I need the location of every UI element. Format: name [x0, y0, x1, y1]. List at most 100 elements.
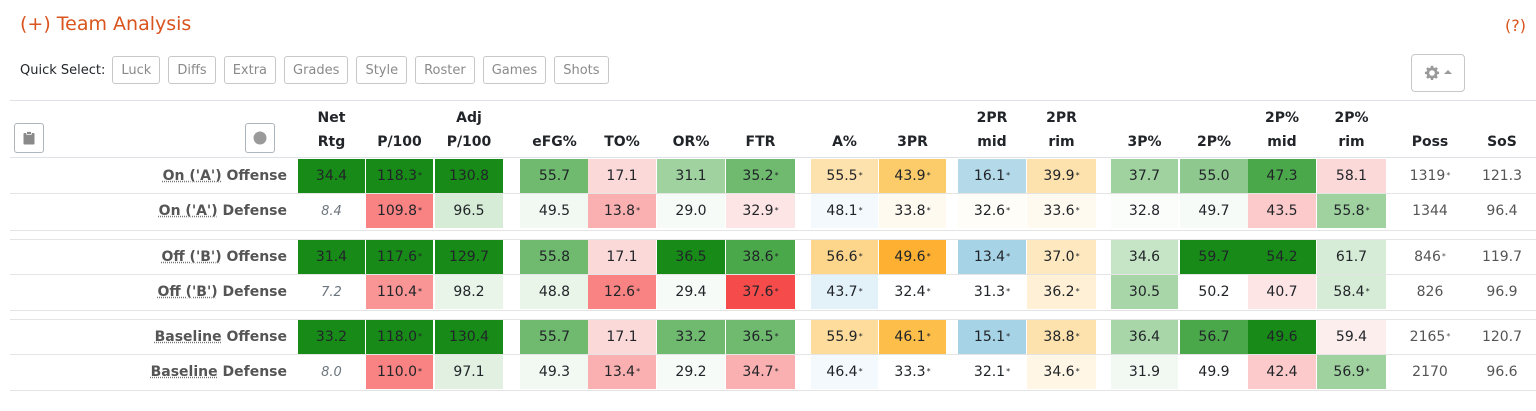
- help-link[interactable]: (?): [1505, 16, 1526, 35]
- significance-marker: *: [1075, 331, 1080, 341]
- column-header-to[interactable]: TO%: [588, 104, 656, 154]
- column-header-a[interactable]: A%: [811, 104, 878, 154]
- table-top-border: [10, 100, 1536, 101]
- significance-marker: *: [418, 170, 423, 180]
- row-label-name[interactable]: Baseline: [150, 364, 218, 380]
- stat-value: 8.4: [321, 203, 342, 219]
- stat-cell-ftr: 34.7 *: [726, 355, 795, 389]
- significance-marker: *: [774, 251, 779, 261]
- column-header-2p[interactable]: 2P%: [1180, 104, 1248, 154]
- stat-cell-ftr: 35.2 *: [726, 159, 795, 193]
- column-header-2p-rim[interactable]: 2P% rim: [1317, 104, 1386, 154]
- page-title[interactable]: (+) Team Analysis: [20, 13, 192, 35]
- stat-cell-efg: 48.8: [520, 275, 589, 309]
- column-header-2p-mid[interactable]: 2P% mid: [1248, 104, 1316, 154]
- quick-select-roster-button[interactable]: Roster: [415, 56, 475, 84]
- row-label-name[interactable]: On ('A'): [162, 168, 222, 184]
- stat-value: 98.2: [453, 284, 485, 300]
- quick-select-style-button[interactable]: Style: [356, 56, 408, 84]
- stat-value: 17.1: [606, 249, 638, 265]
- column-header-3pr[interactable]: 3PR: [879, 104, 946, 154]
- significance-marker: *: [1365, 205, 1370, 215]
- stat-cell-poss: 846 *: [1394, 240, 1466, 274]
- column-header-sos[interactable]: SoS: [1470, 104, 1534, 154]
- stat-cell-2pr-rim: 34.6 *: [1027, 355, 1096, 389]
- column-header-line2: TO%: [604, 134, 640, 150]
- row-label: Off ('B') Offense: [10, 240, 287, 274]
- stat-value: 35.2: [742, 168, 774, 184]
- significance-marker: *: [774, 286, 779, 296]
- header-bottom-border: [10, 157, 1536, 158]
- group-divider: [10, 239, 1536, 240]
- quick-select-bar: Quick Select: Luck Diffs Extra Grades St…: [20, 55, 617, 85]
- column-header-efg[interactable]: eFG%: [520, 104, 589, 154]
- stat-value: 49.5: [538, 203, 571, 219]
- stat-cell-3p: 32.8: [1111, 194, 1178, 228]
- stat-cell-2pr-rim: 37.0 *: [1027, 240, 1096, 274]
- quick-select-games-button[interactable]: Games: [482, 56, 547, 84]
- stat-cell-sos: 121.3: [1470, 159, 1534, 193]
- stat-value: 29.2: [675, 364, 707, 380]
- column-header-poss[interactable]: Poss: [1394, 104, 1466, 154]
- significance-marker: *: [858, 331, 863, 341]
- row-divider: [10, 354, 1536, 355]
- stat-cell-sos: 120.7: [1470, 320, 1534, 354]
- quick-select-grades-button[interactable]: Grades: [284, 56, 349, 84]
- row-label-name[interactable]: Baseline: [154, 329, 222, 345]
- stat-value: 826: [1416, 284, 1444, 300]
- stat-cell-efg: 55.8: [520, 240, 589, 274]
- quick-select-luck-button[interactable]: Luck: [112, 56, 161, 84]
- column-header-or[interactable]: OR%: [657, 104, 725, 154]
- row-label-name[interactable]: Off ('B'): [157, 284, 218, 300]
- copy-clipboard-button[interactable]: [14, 123, 44, 153]
- column-header-adj-p100[interactable]: Adj P/100: [435, 104, 503, 154]
- stat-value: 109.8: [376, 203, 418, 219]
- significance-marker: *: [1075, 286, 1080, 296]
- row-label-suffix: Defense: [217, 203, 287, 219]
- row-label: Baseline Defense: [10, 355, 287, 389]
- stat-value: 39.9: [1043, 168, 1075, 184]
- stat-value: 43.9: [894, 168, 926, 184]
- record-circle-icon: [253, 131, 267, 145]
- significance-marker: *: [1365, 366, 1370, 376]
- stat-value: 13.4: [973, 249, 1006, 265]
- stat-value: 7.2: [321, 284, 342, 300]
- significance-marker: *: [418, 251, 423, 261]
- column-header-line1: 2P%: [1264, 110, 1300, 126]
- record-toggle-button[interactable]: [245, 123, 275, 153]
- stat-cell-net-rtg: 8.4: [298, 194, 365, 228]
- stat-cell-a: 46.4 *: [811, 355, 878, 389]
- stat-value: 32.8: [1128, 203, 1161, 219]
- stat-cell-2p-rim: 56.9 *: [1317, 355, 1386, 389]
- stat-value: 33.3: [894, 364, 926, 380]
- stat-cell-p100: 110.0 *: [366, 355, 433, 389]
- column-header-line2: A%: [832, 134, 857, 150]
- column-header-net-rtg[interactable]: Net Rtg: [298, 104, 365, 154]
- column-header-ftr[interactable]: FTR: [726, 104, 795, 154]
- stat-value: 32.9: [742, 203, 774, 219]
- stat-cell-adj-p100: 98.2: [435, 275, 503, 309]
- stat-value: 37.7: [1128, 168, 1161, 184]
- column-header-line2: Rtg: [317, 134, 346, 150]
- column-header-2pr-mid[interactable]: 2PR mid: [958, 104, 1026, 154]
- quick-select-shots-button[interactable]: Shots: [554, 56, 609, 84]
- stat-value: 33.8: [894, 203, 926, 219]
- column-header-line2: eFG%: [532, 134, 577, 150]
- stat-value: 15.1: [973, 329, 1006, 345]
- column-header-3p[interactable]: 3P%: [1111, 104, 1178, 154]
- column-header-2pr-rim[interactable]: 2PR rim: [1027, 104, 1096, 154]
- quick-select-extra-button[interactable]: Extra: [223, 56, 277, 84]
- stat-cell-net-rtg: 33.2: [298, 320, 365, 354]
- column-header-p100[interactable]: P/100: [366, 104, 433, 154]
- settings-dropdown-button[interactable]: [1411, 54, 1465, 92]
- stat-value: 129.7: [448, 249, 490, 265]
- stat-cell-a: 55.9 *: [811, 320, 878, 354]
- row-label-suffix: Offense: [221, 329, 287, 345]
- row-label-name[interactable]: Off ('B'): [161, 249, 222, 265]
- quick-select-diffs-button[interactable]: Diffs: [168, 56, 216, 84]
- stat-cell-or: 33.2: [657, 320, 725, 354]
- stat-value: 36.4: [1128, 329, 1161, 345]
- row-label-name[interactable]: On ('A'): [158, 203, 218, 219]
- stat-cell-p100: 118.0 *: [366, 320, 433, 354]
- stat-value: 32.6: [973, 203, 1006, 219]
